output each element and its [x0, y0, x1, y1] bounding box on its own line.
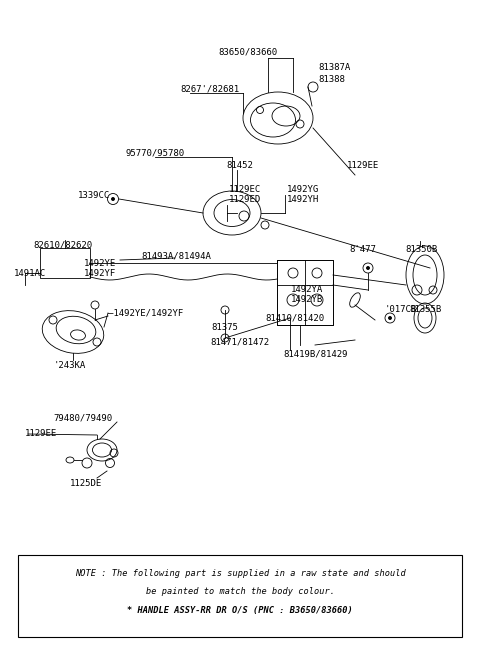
- Text: 81419B/81429: 81419B/81429: [284, 350, 348, 359]
- Bar: [40, 248, 90, 278]
- Text: 81452: 81452: [227, 162, 253, 171]
- Text: '243KA: '243KA: [54, 361, 86, 371]
- Text: 81350B: 81350B: [405, 244, 437, 254]
- Bar: [277, 260, 333, 325]
- Text: 1129EE: 1129EE: [347, 160, 379, 170]
- Text: 95770/95780: 95770/95780: [125, 148, 185, 158]
- Text: 8267'/82681: 8267'/82681: [180, 85, 240, 93]
- Text: 81471/81472: 81471/81472: [210, 338, 270, 346]
- Text: 8'477: 8'477: [349, 244, 376, 254]
- Text: 81493A/81494A: 81493A/81494A: [141, 252, 211, 260]
- Bar: [277, 260, 333, 325]
- Text: 1492YA: 1492YA: [291, 286, 323, 294]
- Text: 1492YE: 1492YE: [84, 260, 116, 269]
- Text: 81355B: 81355B: [409, 306, 441, 315]
- Circle shape: [111, 198, 115, 200]
- Text: 82610/82620: 82610/82620: [34, 240, 93, 250]
- Text: 1492YH: 1492YH: [287, 196, 319, 204]
- Text: 1129EC: 1129EC: [229, 185, 261, 194]
- Text: 1492YG: 1492YG: [287, 185, 319, 194]
- Bar: [18, 555, 462, 637]
- Text: * HANDLE ASSY-RR DR O/S (PNC : B3650/83660): * HANDLE ASSY-RR DR O/S (PNC : B3650/836…: [127, 606, 353, 616]
- Text: 1491AC: 1491AC: [14, 269, 46, 277]
- Text: 1125DE: 1125DE: [70, 480, 102, 489]
- Text: '017CB: '017CB: [385, 306, 417, 315]
- Text: 81388: 81388: [318, 74, 345, 83]
- Text: 81375: 81375: [212, 323, 239, 332]
- Text: 1129ED: 1129ED: [229, 196, 261, 204]
- Text: 1339CC: 1339CC: [78, 191, 110, 200]
- Circle shape: [367, 267, 370, 269]
- Text: 83650/83660: 83650/83660: [218, 47, 277, 57]
- Text: be painted to match the body colour.: be painted to match the body colour.: [145, 587, 335, 595]
- Text: —1492YE/1492YF: —1492YE/1492YF: [108, 309, 183, 317]
- Text: NOTE : The following part is supplied in a raw state and should: NOTE : The following part is supplied in…: [74, 568, 406, 578]
- Text: 81387A: 81387A: [318, 64, 350, 72]
- Text: 79480/79490: 79480/79490: [53, 413, 113, 422]
- Text: 1492YF: 1492YF: [84, 269, 116, 279]
- Circle shape: [388, 317, 392, 319]
- Text: 81410/81420: 81410/81420: [265, 313, 324, 323]
- Text: 1129EE: 1129EE: [25, 430, 57, 438]
- Text: 1492YB: 1492YB: [291, 296, 323, 304]
